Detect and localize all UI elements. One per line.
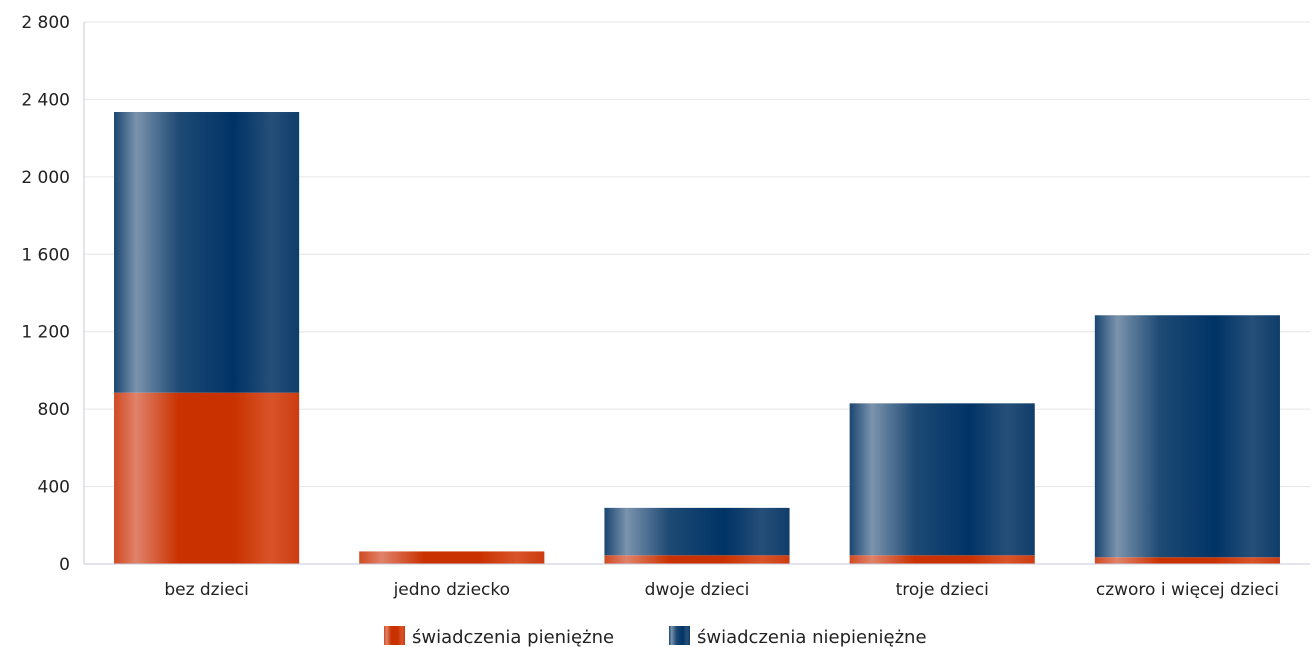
y-axis-ticks: 0 400 800 1 200 1 600 2 000 2 400 2 800 [21, 13, 70, 575]
x-category-label: czworo i więcej dzieci [1096, 580, 1279, 600]
bar-pieniezne [359, 551, 545, 564]
bar-pieniezne [1094, 557, 1280, 564]
legend-swatch [384, 626, 405, 645]
y-tick-label: 2 400 [21, 90, 70, 110]
y-tick-label: 1 600 [21, 245, 70, 265]
y-tick-label: 2 800 [21, 13, 70, 33]
bar-pieniezne [604, 555, 790, 564]
axes [83, 22, 1310, 565]
legend-label: świadczenia pieniężne [412, 627, 614, 647]
legend: świadczenia pieniężne świadczenia niepien… [384, 626, 927, 647]
bar-niepieniezne [849, 403, 1035, 556]
legend-label: świadczenia niepieniężne [697, 627, 927, 647]
legend-swatch [669, 626, 690, 645]
x-category-label: bez dzieci [164, 580, 249, 600]
y-tick-label: 400 [38, 478, 70, 498]
bar-niepieniezne [1094, 315, 1280, 558]
bar-niepieniezne [604, 507, 790, 556]
x-axis-categories: bez dzieci jedno dziecko dwoje dzieci troje… [164, 580, 1279, 600]
legend-item[interactable]: świadczenia niepieniężne [669, 626, 927, 647]
bar-niepieniezne [114, 112, 300, 393]
x-category-label: dwoje dzieci [645, 580, 750, 600]
y-tick-label: 800 [38, 400, 70, 420]
x-category-label: troje dzieci [896, 580, 989, 600]
y-tick-label: 0 [59, 555, 70, 575]
bar-pieniezne [849, 555, 1035, 564]
x-category-label: jedno dziecko [393, 580, 510, 600]
bars [114, 112, 1280, 564]
legend-item[interactable]: świadczenia pieniężne [384, 626, 614, 647]
bar-pieniezne [114, 392, 300, 564]
y-tick-label: 1 200 [21, 323, 70, 343]
y-tick-label: 2 000 [21, 168, 70, 188]
